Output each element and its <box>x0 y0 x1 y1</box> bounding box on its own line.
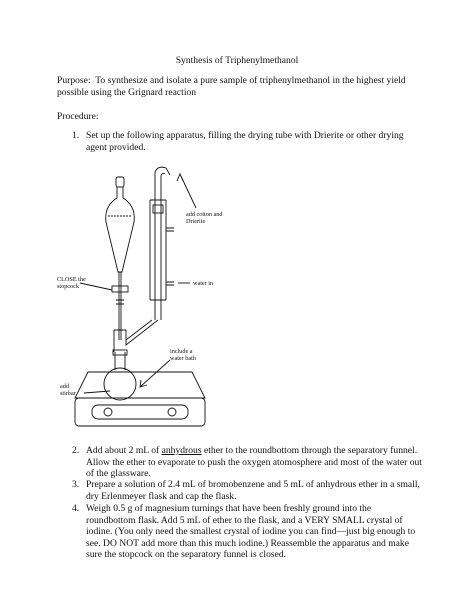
step-text: Set up the following apparatus, filling … <box>86 130 404 153</box>
underlined-text: anhydrous <box>161 445 202 456</box>
step-number: 3. <box>72 479 80 490</box>
label-stirbar: add <box>60 383 70 390</box>
label-water-bath: include a <box>170 348 193 355</box>
step-text: Add about 2 mL of anhydrous ether to the… <box>86 445 422 480</box>
label-stirbar: stirbar <box>60 390 76 397</box>
purpose-text: To synthesize and isolate a pure sample … <box>57 75 406 98</box>
step-number: 1. <box>72 130 80 141</box>
label-stopcock: CLOSE the <box>57 276 86 283</box>
label-cotton: Drierite <box>186 218 205 225</box>
purpose: Purpose: To synthesize and isolate a pur… <box>57 75 427 98</box>
step-number: 4. <box>72 503 80 514</box>
title: Synthesis of Triphenylmethanol <box>175 55 299 66</box>
procedure-label: Procedure: <box>57 111 99 122</box>
label-stopcock: stopcock <box>57 283 80 290</box>
step-text: Prepare a solution of 2.4 mL of bromoben… <box>86 479 420 502</box>
purpose-label: Purpose: <box>57 75 91 86</box>
text: ether to the roundbottom through the sep… <box>86 445 422 480</box>
apparatus-diagram: add cotton and Drierite CLOSE the stopco… <box>57 166 223 427</box>
label-water-in: water in <box>193 280 213 287</box>
label-cotton: add cotton and <box>186 211 223 218</box>
step-text: Weigh 0.5 g of magnesium turnings that h… <box>86 503 416 561</box>
label-water-bath: water bath <box>170 355 197 362</box>
text: Add about 2 mL of <box>86 445 160 456</box>
step-number: 2. <box>72 445 80 456</box>
